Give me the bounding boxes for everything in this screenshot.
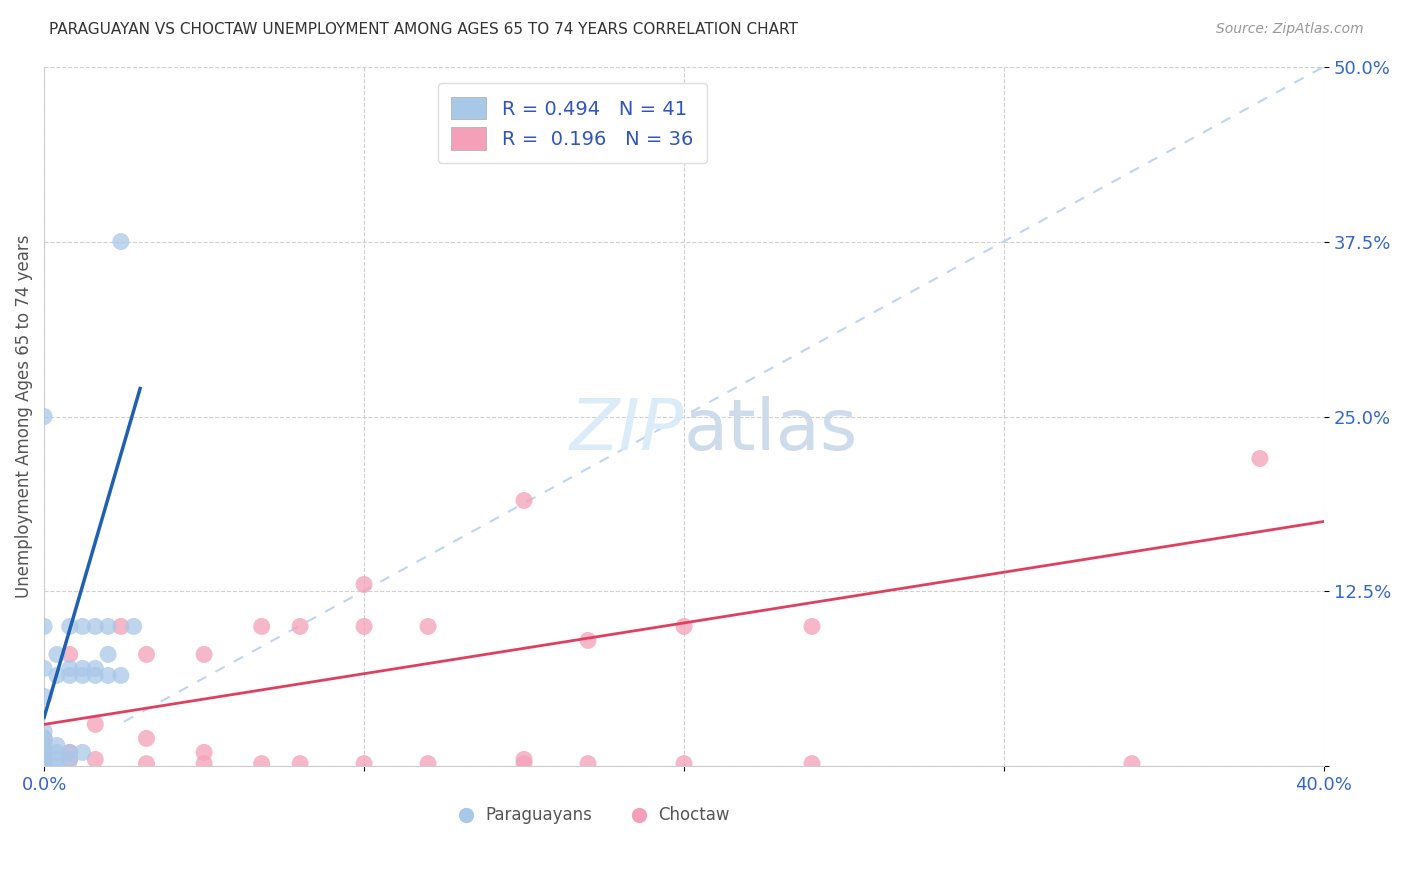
Point bbox=[250, 619, 273, 633]
Point bbox=[513, 493, 536, 508]
Point bbox=[45, 648, 67, 662]
Point bbox=[59, 752, 82, 766]
Point bbox=[122, 619, 145, 633]
Point bbox=[32, 748, 55, 763]
Point bbox=[32, 690, 55, 704]
Legend: R = 0.494   N = 41, R =  0.196   N = 36: R = 0.494 N = 41, R = 0.196 N = 36 bbox=[437, 83, 707, 163]
Point bbox=[59, 648, 82, 662]
Point bbox=[45, 668, 67, 682]
Text: PARAGUAYAN VS CHOCTAW UNEMPLOYMENT AMONG AGES 65 TO 74 YEARS CORRELATION CHART: PARAGUAYAN VS CHOCTAW UNEMPLOYMENT AMONG… bbox=[49, 22, 799, 37]
Point bbox=[72, 668, 94, 682]
Point bbox=[353, 577, 375, 591]
Point bbox=[135, 731, 157, 746]
Point bbox=[45, 739, 67, 753]
Point bbox=[193, 756, 215, 771]
Point bbox=[288, 756, 311, 771]
Point bbox=[1249, 451, 1271, 466]
Point bbox=[193, 648, 215, 662]
Point bbox=[84, 752, 107, 766]
Point bbox=[576, 633, 599, 648]
Point bbox=[32, 759, 55, 773]
Point bbox=[416, 619, 439, 633]
Point bbox=[84, 668, 107, 682]
Point bbox=[84, 717, 107, 731]
Point bbox=[32, 759, 55, 773]
Point bbox=[32, 742, 55, 756]
Point bbox=[513, 752, 536, 766]
Point bbox=[110, 668, 132, 682]
Point bbox=[59, 668, 82, 682]
Point bbox=[110, 235, 132, 249]
Point bbox=[672, 756, 695, 771]
Point bbox=[288, 619, 311, 633]
Y-axis label: Unemployment Among Ages 65 to 74 years: Unemployment Among Ages 65 to 74 years bbox=[15, 235, 32, 599]
Point bbox=[72, 619, 94, 633]
Point bbox=[32, 746, 55, 760]
Text: atlas: atlas bbox=[683, 396, 859, 465]
Point bbox=[32, 734, 55, 748]
Point bbox=[353, 619, 375, 633]
Point bbox=[32, 759, 55, 773]
Point bbox=[32, 409, 55, 424]
Point bbox=[110, 619, 132, 633]
Text: Paraguayans: Paraguayans bbox=[485, 806, 592, 824]
Point bbox=[97, 668, 120, 682]
Point bbox=[32, 619, 55, 633]
Point bbox=[672, 619, 695, 633]
Point bbox=[135, 648, 157, 662]
Point bbox=[576, 756, 599, 771]
Text: ZIP: ZIP bbox=[569, 396, 683, 465]
Point bbox=[250, 756, 273, 771]
Point bbox=[32, 731, 55, 746]
Point bbox=[59, 746, 82, 760]
Point bbox=[32, 661, 55, 675]
Point bbox=[32, 751, 55, 765]
Point bbox=[513, 756, 536, 771]
Point bbox=[45, 746, 67, 760]
Point bbox=[59, 661, 82, 675]
Text: Source: ZipAtlas.com: Source: ZipAtlas.com bbox=[1216, 22, 1364, 37]
Point bbox=[416, 756, 439, 771]
Point bbox=[193, 746, 215, 760]
Point bbox=[32, 724, 55, 739]
Point bbox=[32, 752, 55, 766]
Point bbox=[97, 648, 120, 662]
Point bbox=[32, 756, 55, 771]
Point bbox=[84, 661, 107, 675]
Point bbox=[32, 746, 55, 760]
Text: Choctaw: Choctaw bbox=[658, 806, 730, 824]
Point bbox=[59, 619, 82, 633]
Point bbox=[32, 759, 55, 773]
Point bbox=[84, 619, 107, 633]
Point bbox=[72, 661, 94, 675]
Point bbox=[45, 759, 67, 773]
Point bbox=[32, 754, 55, 768]
Point bbox=[353, 756, 375, 771]
Point bbox=[59, 746, 82, 760]
Point bbox=[801, 619, 824, 633]
Point bbox=[32, 739, 55, 753]
Point bbox=[135, 756, 157, 771]
Point bbox=[801, 756, 824, 771]
Point bbox=[97, 619, 120, 633]
Point bbox=[32, 731, 55, 746]
Point bbox=[1121, 756, 1143, 771]
Point bbox=[59, 752, 82, 766]
Point bbox=[45, 752, 67, 766]
Point bbox=[72, 746, 94, 760]
